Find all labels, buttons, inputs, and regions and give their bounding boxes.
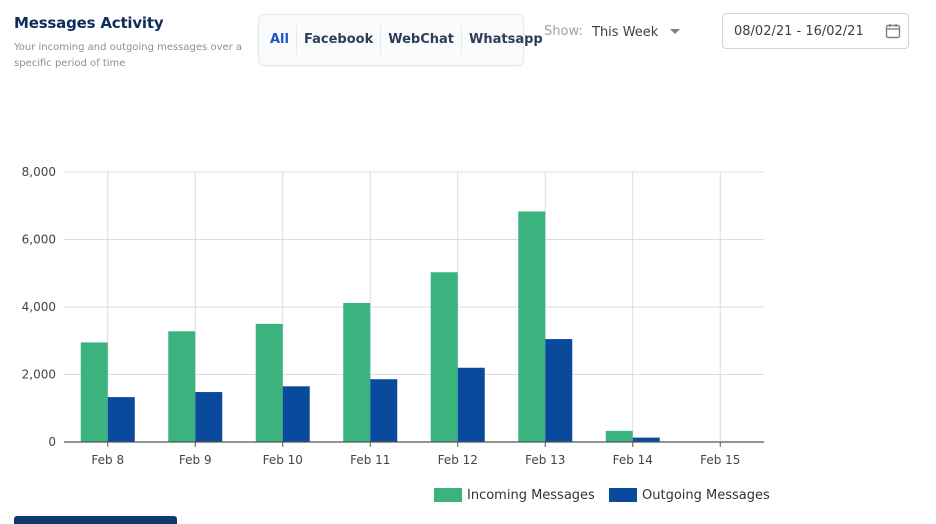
bar-incoming	[255, 323, 283, 442]
calendar-icon[interactable]	[885, 23, 901, 43]
x-tick-label: Feb 8	[91, 453, 124, 467]
x-tick-label: Feb 12	[438, 453, 478, 467]
tab-facebook[interactable]: Facebook	[295, 25, 380, 55]
bar-outgoing	[545, 339, 573, 442]
chevron-down-icon[interactable]	[670, 29, 680, 34]
y-tick-label: 6,000	[22, 233, 56, 247]
bar-outgoing	[370, 379, 398, 442]
tab-all[interactable]: All	[270, 32, 289, 47]
y-tick-label: 0	[48, 435, 56, 449]
x-tick-label: Feb 9	[179, 453, 212, 467]
bar-outgoing	[282, 386, 310, 442]
legend-label-incoming: Incoming Messages	[467, 487, 595, 503]
page-subtitle: Your incoming and outgoing messages over…	[14, 42, 243, 69]
show-label: Show:	[544, 24, 583, 39]
bar-incoming	[80, 342, 108, 442]
bar-incoming	[343, 302, 371, 442]
page-title: Messages Activity	[14, 14, 164, 32]
bar-outgoing	[457, 367, 485, 442]
x-tick-label: Feb 13	[525, 453, 565, 467]
x-tick-label: Feb 11	[350, 453, 390, 467]
bar-incoming	[430, 272, 458, 442]
tab-webchat[interactable]: WebChat	[380, 25, 461, 55]
x-tick-label: Feb 10	[263, 453, 303, 467]
channel-tabs: All Facebook WebChat Whatsapp	[258, 14, 543, 66]
bar-incoming	[168, 331, 196, 442]
legend-item-incoming[interactable]: Incoming Messages	[434, 487, 595, 503]
legend-label-outgoing: Outgoing Messages	[642, 487, 770, 503]
y-tick-label: 8,000	[22, 165, 56, 179]
y-tick-label: 4,000	[22, 300, 56, 314]
period-select[interactable]: This Week	[592, 24, 659, 40]
bar-outgoing	[107, 397, 135, 442]
bar-outgoing	[632, 437, 660, 442]
legend-item-outgoing[interactable]: Outgoing Messages	[609, 487, 770, 503]
date-range-value: 08/02/21 - 16/02/21	[734, 23, 864, 39]
x-tick-label: Feb 15	[700, 453, 740, 467]
date-range-input[interactable]: 08/02/21 - 16/02/21	[722, 13, 909, 49]
y-tick-label: 2,000	[22, 368, 56, 382]
tab-whatsapp[interactable]: Whatsapp	[461, 25, 550, 55]
legend-swatch-outgoing	[609, 488, 637, 502]
x-tick-label: Feb 14	[613, 453, 653, 467]
messages-bar-chart: 0 2,000 4,000 6,000 8,000 Feb 8 Feb 9 Feb 10 Feb…	[22, 165, 764, 467]
bar-incoming	[518, 211, 546, 442]
bar-incoming	[605, 430, 633, 442]
bar-outgoing	[195, 392, 223, 442]
bottom-action-button[interactable]	[14, 516, 177, 524]
legend-swatch-incoming	[434, 488, 462, 502]
